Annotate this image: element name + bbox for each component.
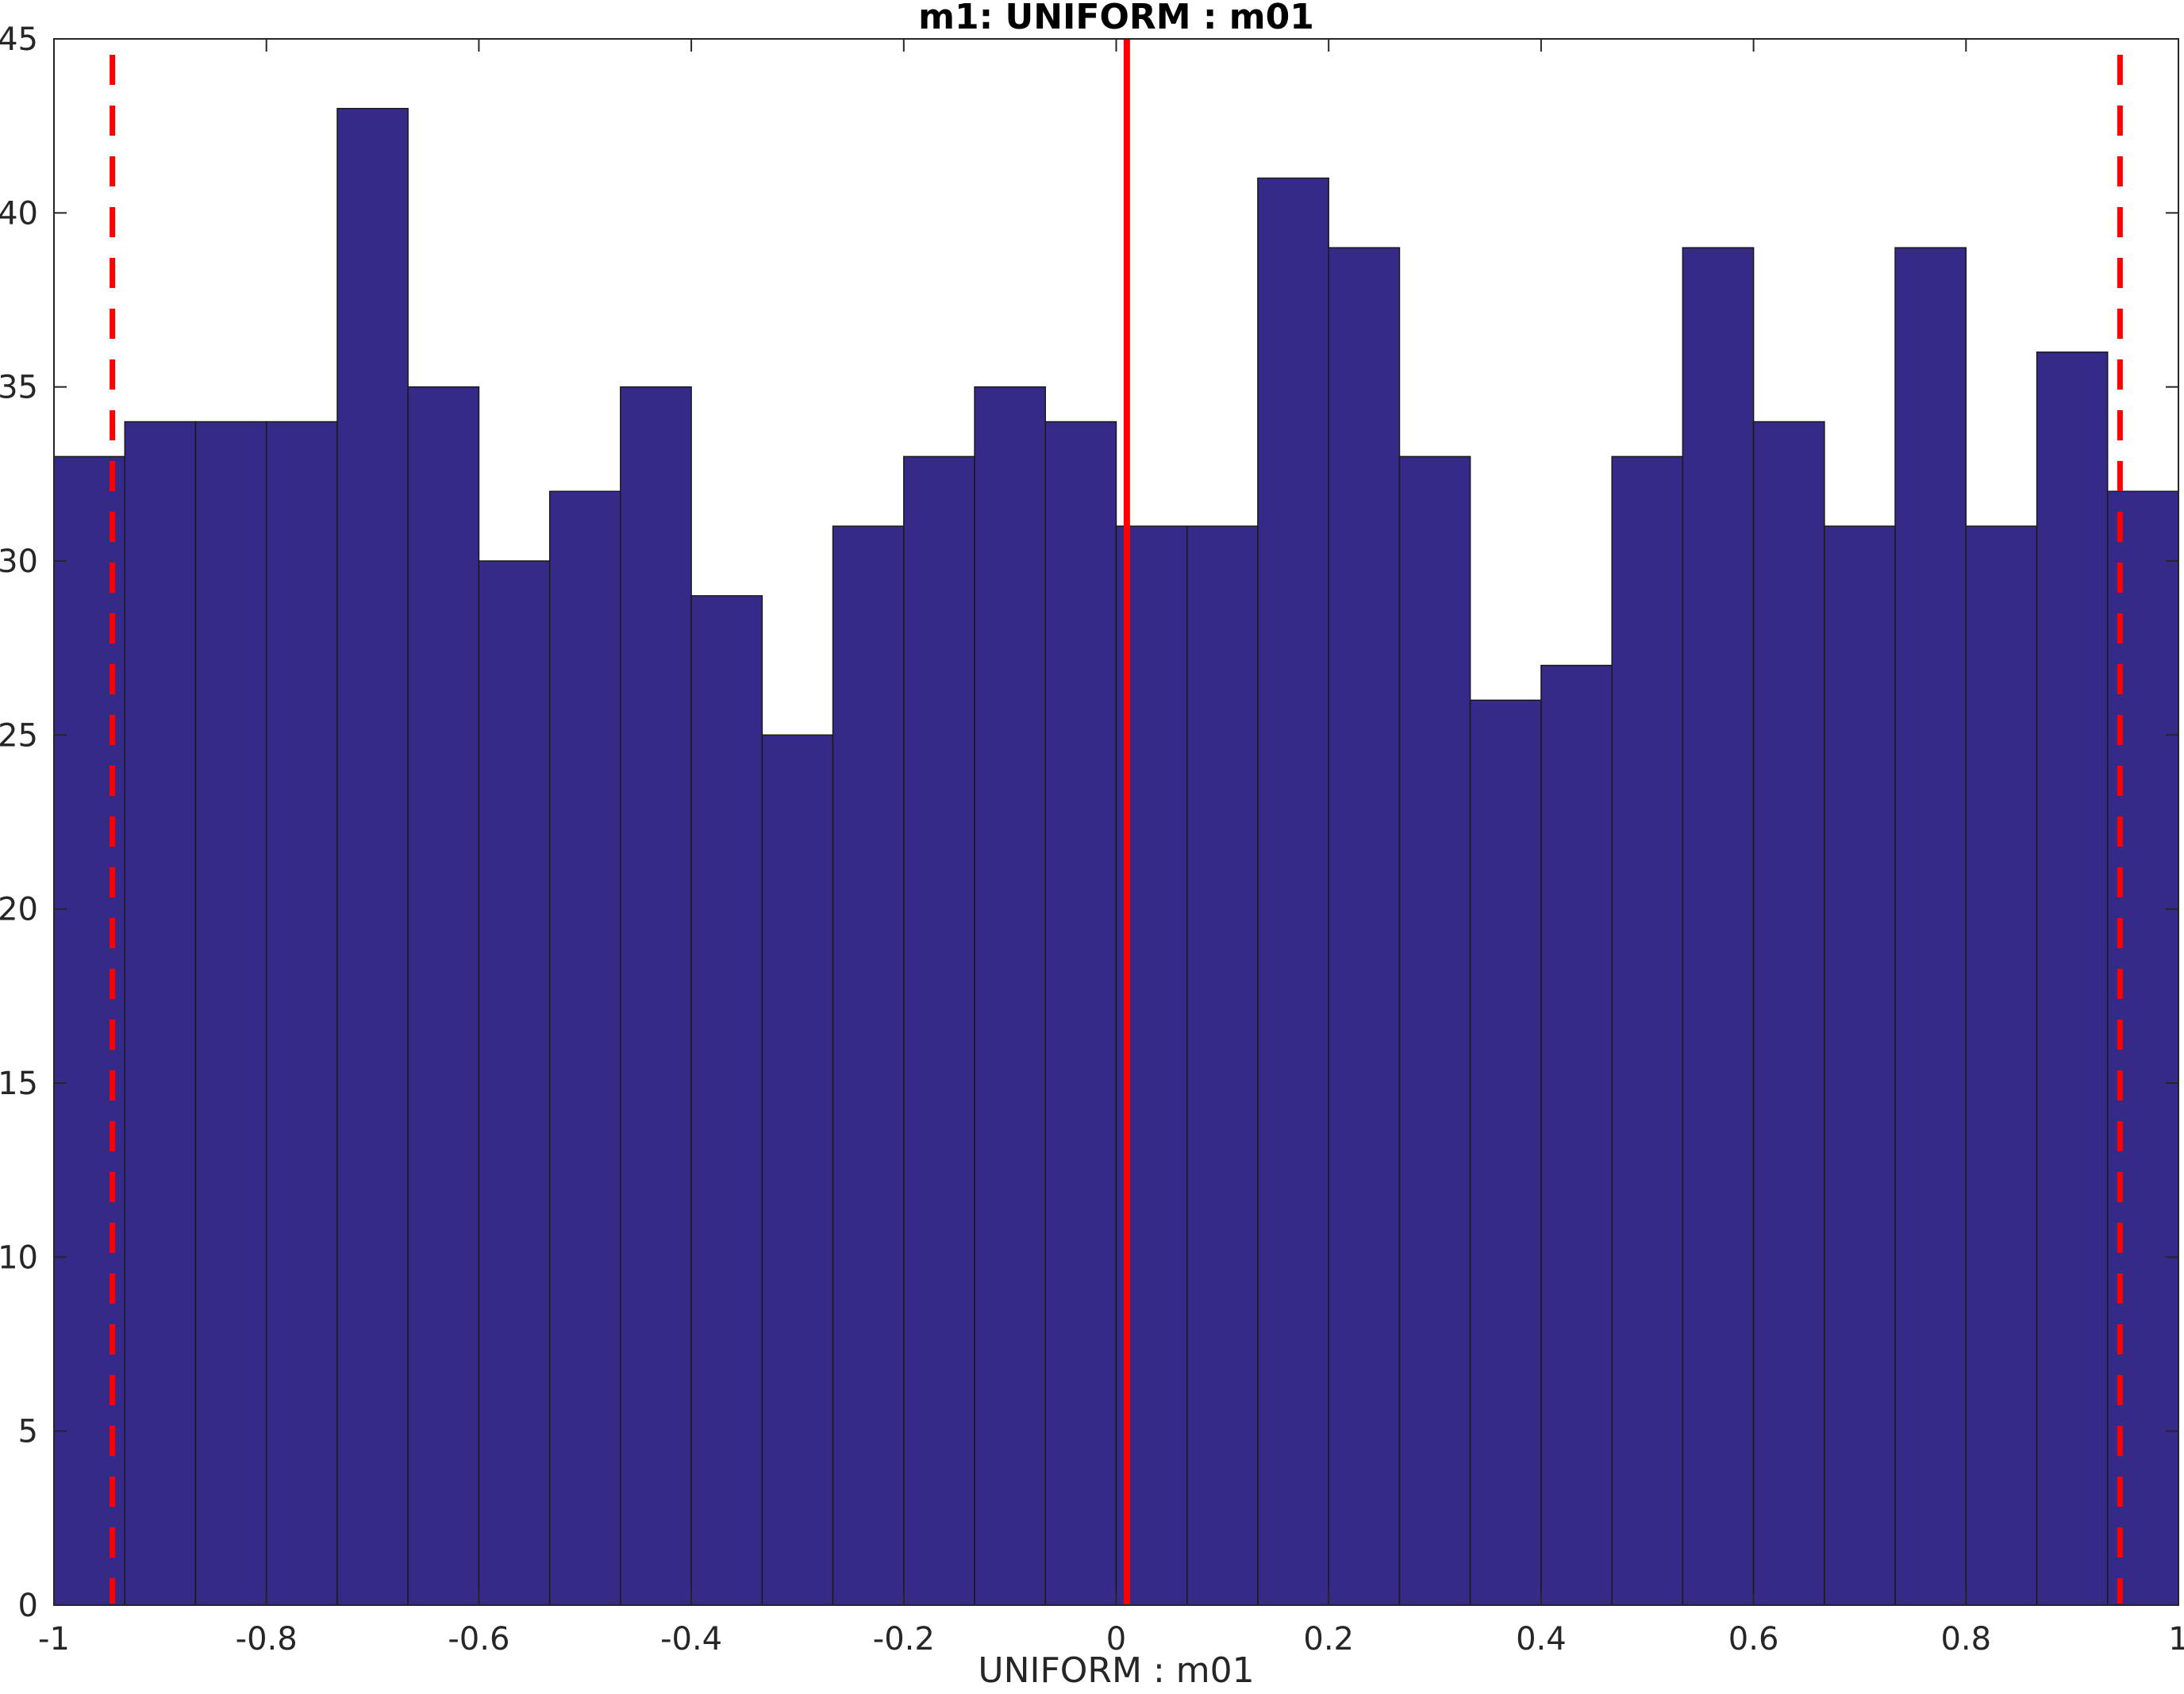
histogram-bar (194, 421, 267, 1606)
histogram-bar (1044, 421, 1117, 1606)
y-tick-label: 10 (0, 1239, 38, 1276)
histogram-bar (690, 595, 763, 1606)
y-tick-label: 5 (18, 1414, 38, 1450)
y-tick-label: 30 (0, 544, 38, 580)
histogram-bar (124, 421, 197, 1606)
x-tick-label: 0 (1106, 1621, 1126, 1658)
y-tick-label: 40 (0, 195, 38, 232)
bars-layer (53, 107, 2179, 1606)
histogram-bar (548, 490, 621, 1606)
histogram-bar (407, 386, 480, 1606)
x-tick-label: 0.6 (1728, 1621, 1779, 1658)
histogram-bar (832, 525, 905, 1606)
histogram-bar (1965, 525, 2038, 1606)
y-tick-label: 20 (0, 892, 38, 928)
histogram-bar (1611, 455, 1684, 1606)
y-tick-label: 0 (18, 1588, 38, 1624)
x-axis-title: UNIFORM : m01 (978, 1650, 1254, 1691)
histogram-bar (974, 386, 1046, 1606)
histogram-bar (903, 455, 975, 1606)
histogram-bar (620, 386, 692, 1606)
x-tick-label: -0.6 (448, 1621, 509, 1658)
reference-lines-layer (110, 39, 2123, 1605)
x-tick-label: 0.2 (1303, 1621, 1354, 1658)
y-tick-label: 35 (0, 370, 38, 406)
histogram-bar (1540, 664, 1613, 1606)
histogram-bar (478, 560, 551, 1606)
histogram-bar (336, 107, 409, 1606)
histogram-bar (1824, 525, 1896, 1606)
y-tick-label: 15 (0, 1066, 38, 1102)
x-tick-label: 0.4 (1516, 1621, 1567, 1658)
histogram-bar (1328, 247, 1401, 1606)
histogram-bar (1894, 247, 1967, 1606)
histogram-bar (1186, 525, 1259, 1606)
histogram-bar (1257, 177, 1329, 1606)
x-tick-label: 1 (2168, 1621, 2184, 1658)
chart-title: m1: UNIFORM : m01 (918, 0, 1314, 37)
histogram-bar (1398, 455, 1471, 1606)
y-tick-label: 45 (0, 21, 38, 58)
histogram-bar (761, 734, 834, 1606)
x-tick-label: 0.8 (1940, 1621, 1991, 1658)
x-tick-label: -1 (38, 1621, 70, 1658)
x-tick-label: -0.2 (873, 1621, 935, 1658)
histogram-bar (265, 421, 338, 1606)
histogram-bar (1682, 247, 1755, 1606)
y-tick-label: 25 (0, 717, 38, 754)
ticks-layer: -1 -0.8 -0.6 -0.4 -0.2 0 0.2 0.4 0.6 0.8 105101520… (0, 21, 2184, 1658)
histogram-bar (1752, 421, 1825, 1606)
histogram-bar (2036, 351, 2109, 1606)
histogram-bar (1469, 699, 1542, 1606)
x-tick-label: -0.4 (660, 1621, 722, 1658)
x-tick-label: -0.8 (236, 1621, 298, 1658)
